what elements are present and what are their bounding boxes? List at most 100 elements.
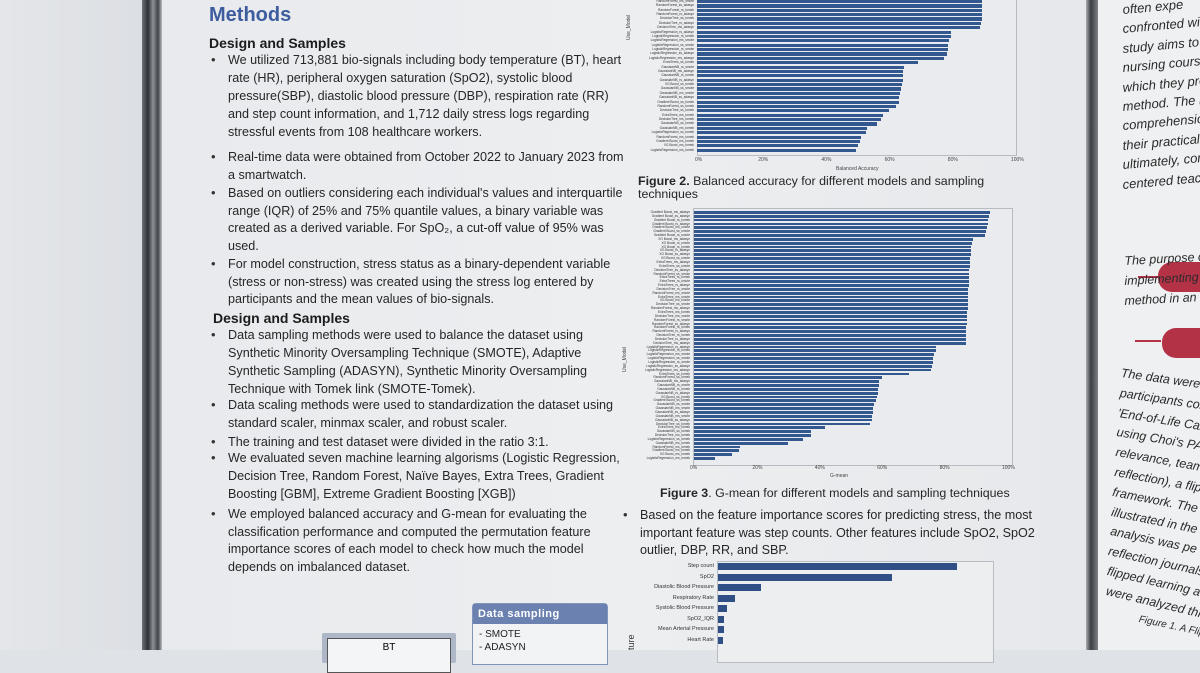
bar xyxy=(694,318,967,322)
bar-label: GaussianNB_ms_smote xyxy=(655,413,690,418)
bar-label: GaussianNB_ss_tomek xyxy=(660,121,694,126)
bar-label: RandomForest_rs_smote xyxy=(654,317,690,322)
figure-2-caption-text: Balanced accuracy for different models a… xyxy=(689,174,985,188)
feature-bar xyxy=(718,615,724,623)
bullet-text-line: Real-time data were obtained from Octobe… xyxy=(228,150,624,164)
bullet-text-line: a smartwatch. xyxy=(228,168,307,182)
bar-label: LogisticRegression_ms_smote xyxy=(646,352,690,357)
bar xyxy=(694,395,878,399)
bar-label: ExtraTrees_rs_smote xyxy=(659,279,690,284)
bar xyxy=(697,131,867,135)
bar-label: DecisionTree_ss_tomek xyxy=(659,16,694,21)
bar-label: RandomForest_rs_tomek xyxy=(654,325,690,330)
bar-label: GaussianNB_rs_adasyn xyxy=(659,77,694,82)
bar-label: GaussianNB_rs_smote xyxy=(657,383,690,388)
bar-label: GaussianNB_ss_tomek xyxy=(656,429,690,434)
bullet-icon: • xyxy=(211,185,216,200)
bar xyxy=(694,449,739,453)
bar-label: GaussianNB_rs_adasyn xyxy=(655,390,690,395)
bar-label: XG Boost_ss_tomek xyxy=(664,82,694,87)
bar xyxy=(694,337,967,341)
bullet-text-line: created as a derived variable. For SpO₂,… xyxy=(228,221,604,235)
bar-label: DecisionTree_rs_tomek xyxy=(656,333,690,338)
feature-bar xyxy=(718,563,958,570)
bar xyxy=(694,441,788,445)
bar-label: RandomForest_ms_smote xyxy=(652,290,690,295)
x-tick-label: 0% xyxy=(695,157,703,163)
bullet-icon: • xyxy=(211,434,216,449)
feature-label: Diastolic Blood Pressure xyxy=(654,584,714,590)
x-tick-label: 60% xyxy=(877,465,888,471)
bar-label: RandomForest_ss_tomek xyxy=(653,375,691,380)
bar xyxy=(694,437,804,441)
section-heading-design-samples: Design and Samples xyxy=(209,35,346,51)
feature-label: SpO2 xyxy=(699,573,714,580)
figure-2-caption-label: Figure 2. xyxy=(638,174,690,188)
bar xyxy=(694,284,969,287)
bullet-text-line: Based on outliers considering each indiv… xyxy=(228,186,623,200)
bar-label: Gradient Boost_ms_tomek xyxy=(656,138,694,143)
bar xyxy=(694,361,933,364)
bar xyxy=(697,52,947,56)
bar-label: GaussianNB_ss_adasyn xyxy=(655,410,690,414)
bar-label: DecisionTree_ms_smote xyxy=(654,313,690,318)
bar-label: DecisionTree_rs_adasyn xyxy=(658,20,694,25)
bar xyxy=(694,218,989,222)
bar xyxy=(694,264,970,268)
bar xyxy=(694,237,973,241)
bt-box-outer: BT xyxy=(322,633,456,673)
bar xyxy=(694,445,740,449)
bar-label: GaussianNB_ms_tomek xyxy=(655,440,690,445)
figure-2-caption-line-2: techniques xyxy=(638,187,698,201)
feature-bar xyxy=(718,584,761,591)
bullet-text-line: range (IQR) of 25% and 75% quantile valu… xyxy=(228,204,604,218)
bar xyxy=(694,276,969,280)
bar xyxy=(694,241,972,245)
bar xyxy=(694,261,971,264)
bar xyxy=(694,330,967,333)
bar xyxy=(694,399,877,403)
bar-label: GaussianNB_ss_smote xyxy=(660,86,694,91)
bar xyxy=(694,268,970,272)
bar xyxy=(697,109,889,113)
bar xyxy=(694,372,909,376)
bullet-icon: • xyxy=(211,327,216,342)
bar xyxy=(694,426,825,430)
bar-label: Gradient Boost_ss_tomek xyxy=(653,398,690,403)
bar xyxy=(694,257,971,260)
bar-label: ExtraTrees_ms_adasyn xyxy=(656,260,690,264)
bar xyxy=(694,341,967,345)
bar-label: Gradient Boost_ms_smote xyxy=(652,225,690,230)
feature-bullet-line: Based on the feature importance scores f… xyxy=(640,508,1032,522)
feature-label: SpO2_IQR xyxy=(687,615,714,622)
bar xyxy=(694,234,985,237)
bar-label: RandomForest_ss_smote xyxy=(653,271,691,276)
x-tick-label: 100% xyxy=(1002,465,1015,471)
bar-label: Gradient Boost_rs_smote xyxy=(653,233,690,238)
bar xyxy=(694,272,970,276)
x-axis-label: G-mean xyxy=(830,473,849,479)
x-tick-label: 20% xyxy=(758,157,769,163)
bar xyxy=(694,380,879,383)
figure-2-caption: Figure 2. Balanced accuracy for differen… xyxy=(638,174,984,188)
x-tick-label: 40% xyxy=(821,157,832,163)
bar-label: XG Boost_ms_tomek xyxy=(663,143,694,148)
bar xyxy=(694,434,811,437)
bar-label: ExtraTrees_rs_tomek xyxy=(659,275,690,280)
bar xyxy=(697,26,981,30)
bar xyxy=(697,8,982,12)
bar-label: DecisionTree_ss_adasyn xyxy=(654,267,690,272)
bar-label: GaussianNB_ms_adasyn xyxy=(658,68,694,73)
bar-label: ExtraTrees_ss_tomek xyxy=(663,60,694,65)
bar-label: LogisticRegression_ss_adasyn xyxy=(646,363,690,368)
bullet-text-line: rate (HR), peripheral oxygen saturation … xyxy=(228,71,573,85)
bar-label: XG Boost_rs_tomek xyxy=(661,244,690,249)
bar xyxy=(697,118,881,122)
bar xyxy=(697,39,950,43)
bar-label: GaussianNB_ss_smote xyxy=(656,402,690,407)
feature-label: Respiratory Rate xyxy=(672,594,714,601)
bar xyxy=(694,457,716,460)
bar-label: XG Boost_rs_smote xyxy=(661,240,690,245)
bullet-icon: • xyxy=(211,149,216,164)
wall-background xyxy=(0,0,142,650)
